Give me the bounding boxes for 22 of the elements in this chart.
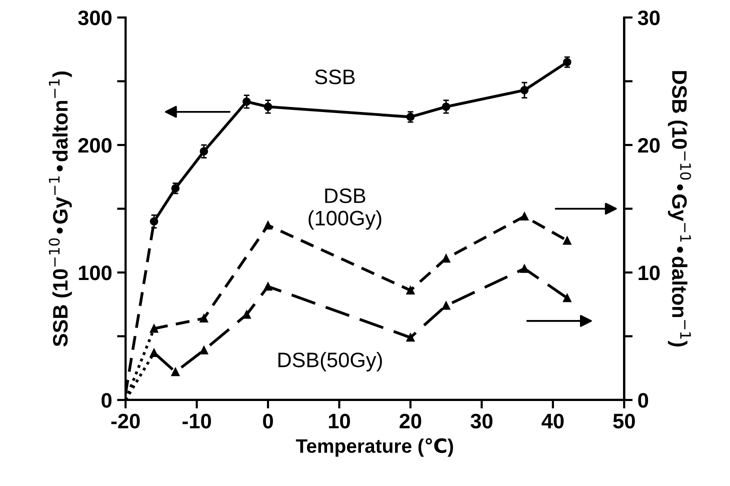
y2-tick-label: 0 bbox=[638, 392, 648, 408]
y2-tick-label: 10 bbox=[638, 265, 660, 280]
annotation: SSB bbox=[315, 70, 355, 84]
x-tick-label: 0 bbox=[263, 414, 273, 428]
x-tick-label: 30 bbox=[470, 414, 492, 429]
x-tick-label: -20 bbox=[111, 414, 140, 428]
y-tick-label: 100 bbox=[78, 265, 112, 280]
x-tick-label: 20 bbox=[400, 414, 422, 428]
y2-axis-title: DSB (10$^{−10}$•Gy$^{−1}$•dalton$^{−1}$) bbox=[668, 71, 692, 346]
y-tick-label: 0 bbox=[102, 392, 112, 408]
x-axis-title: Temperature (℃) bbox=[296, 438, 454, 457]
annotation: DSB(50Gy) bbox=[278, 352, 382, 372]
annotation: DSB (100Gy) bbox=[308, 188, 382, 230]
x-tick-label: 40 bbox=[542, 414, 564, 428]
y-axis-title: SSB (10$^{−10}$•Gy$^{−1}$•dalton$^{−1}$) bbox=[48, 71, 72, 346]
x-tick-label: 50 bbox=[613, 414, 635, 428]
y2-tick-label: 30 bbox=[638, 10, 660, 26]
x-tick-label: 10 bbox=[328, 414, 350, 428]
y-tick-label: 200 bbox=[78, 138, 112, 153]
y-tick-label: 300 bbox=[78, 10, 112, 26]
y2-tick-label: 20 bbox=[638, 138, 660, 153]
x-tick-label: -10 bbox=[182, 414, 211, 428]
